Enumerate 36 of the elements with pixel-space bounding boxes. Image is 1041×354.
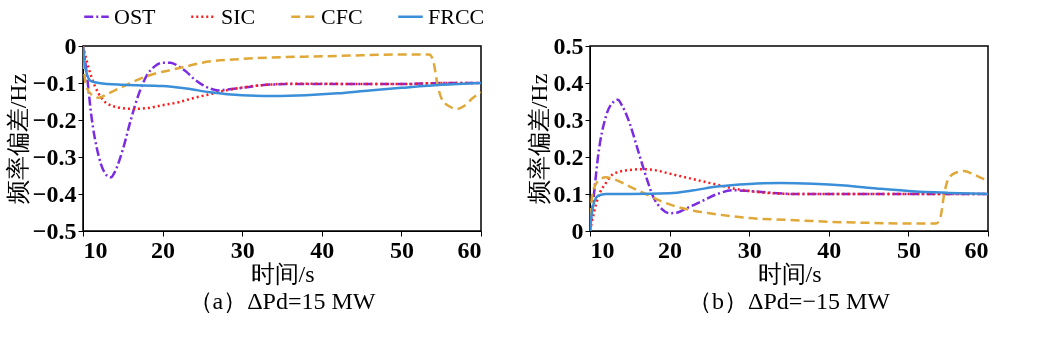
y-tick-label: −0.3 [32, 143, 77, 170]
y-tick-label: 0.3 [553, 106, 584, 133]
y-tick-label: 0.4 [553, 69, 584, 96]
line-series [83, 46, 481, 111]
y-tick-label: 0 [571, 217, 584, 244]
y-tick-label: 0 [64, 32, 77, 59]
y-tick-label: −0.4 [32, 180, 77, 207]
x-tick-label: 30 [230, 236, 255, 263]
x-tick-label: 40 [817, 236, 842, 263]
x-tick-label: 50 [896, 236, 921, 263]
x-tick-label: 30 [737, 236, 762, 263]
y-tick-label: 0.1 [553, 180, 584, 207]
x-axis-title: 时间/s [250, 260, 315, 287]
line-series [83, 46, 481, 98]
y-axis-title: 频率偏差/Hz [4, 73, 31, 205]
x-tick-label: 60 [964, 236, 989, 263]
x-axis-title: 时间/s [757, 260, 822, 287]
y-axis-title: 频率偏差/Hz [525, 73, 552, 205]
x-tick-label: 60 [457, 236, 482, 263]
x-tick-label: 40 [310, 236, 335, 263]
x-tick-label: 20 [151, 236, 176, 263]
text: （a）ΔPd=15 MW [188, 288, 376, 314]
x-tick-label: 20 [658, 236, 683, 263]
y-tick-label: −0.2 [32, 106, 77, 133]
legend-label: FRCC [428, 3, 485, 29]
y-tick-label: 0.2 [553, 143, 584, 170]
text: （b）ΔPd=−15 MW [688, 288, 891, 314]
y-tick-label: −0.1 [32, 69, 77, 96]
x-tick-label: 10 [590, 236, 615, 263]
y-tick-label: −0.5 [32, 217, 77, 244]
x-tick-label: 50 [389, 236, 414, 263]
legend-label: SIC [221, 3, 256, 29]
legend-label: CFC [321, 3, 363, 29]
y-tick-label: 0.5 [553, 32, 584, 59]
legend-label: OST [114, 3, 157, 29]
x-tick-label: 10 [83, 236, 108, 263]
